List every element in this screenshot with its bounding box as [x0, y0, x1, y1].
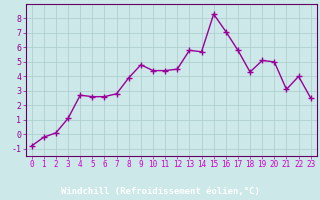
Text: Windchill (Refroidissement éolien,°C): Windchill (Refroidissement éolien,°C)	[60, 187, 260, 196]
